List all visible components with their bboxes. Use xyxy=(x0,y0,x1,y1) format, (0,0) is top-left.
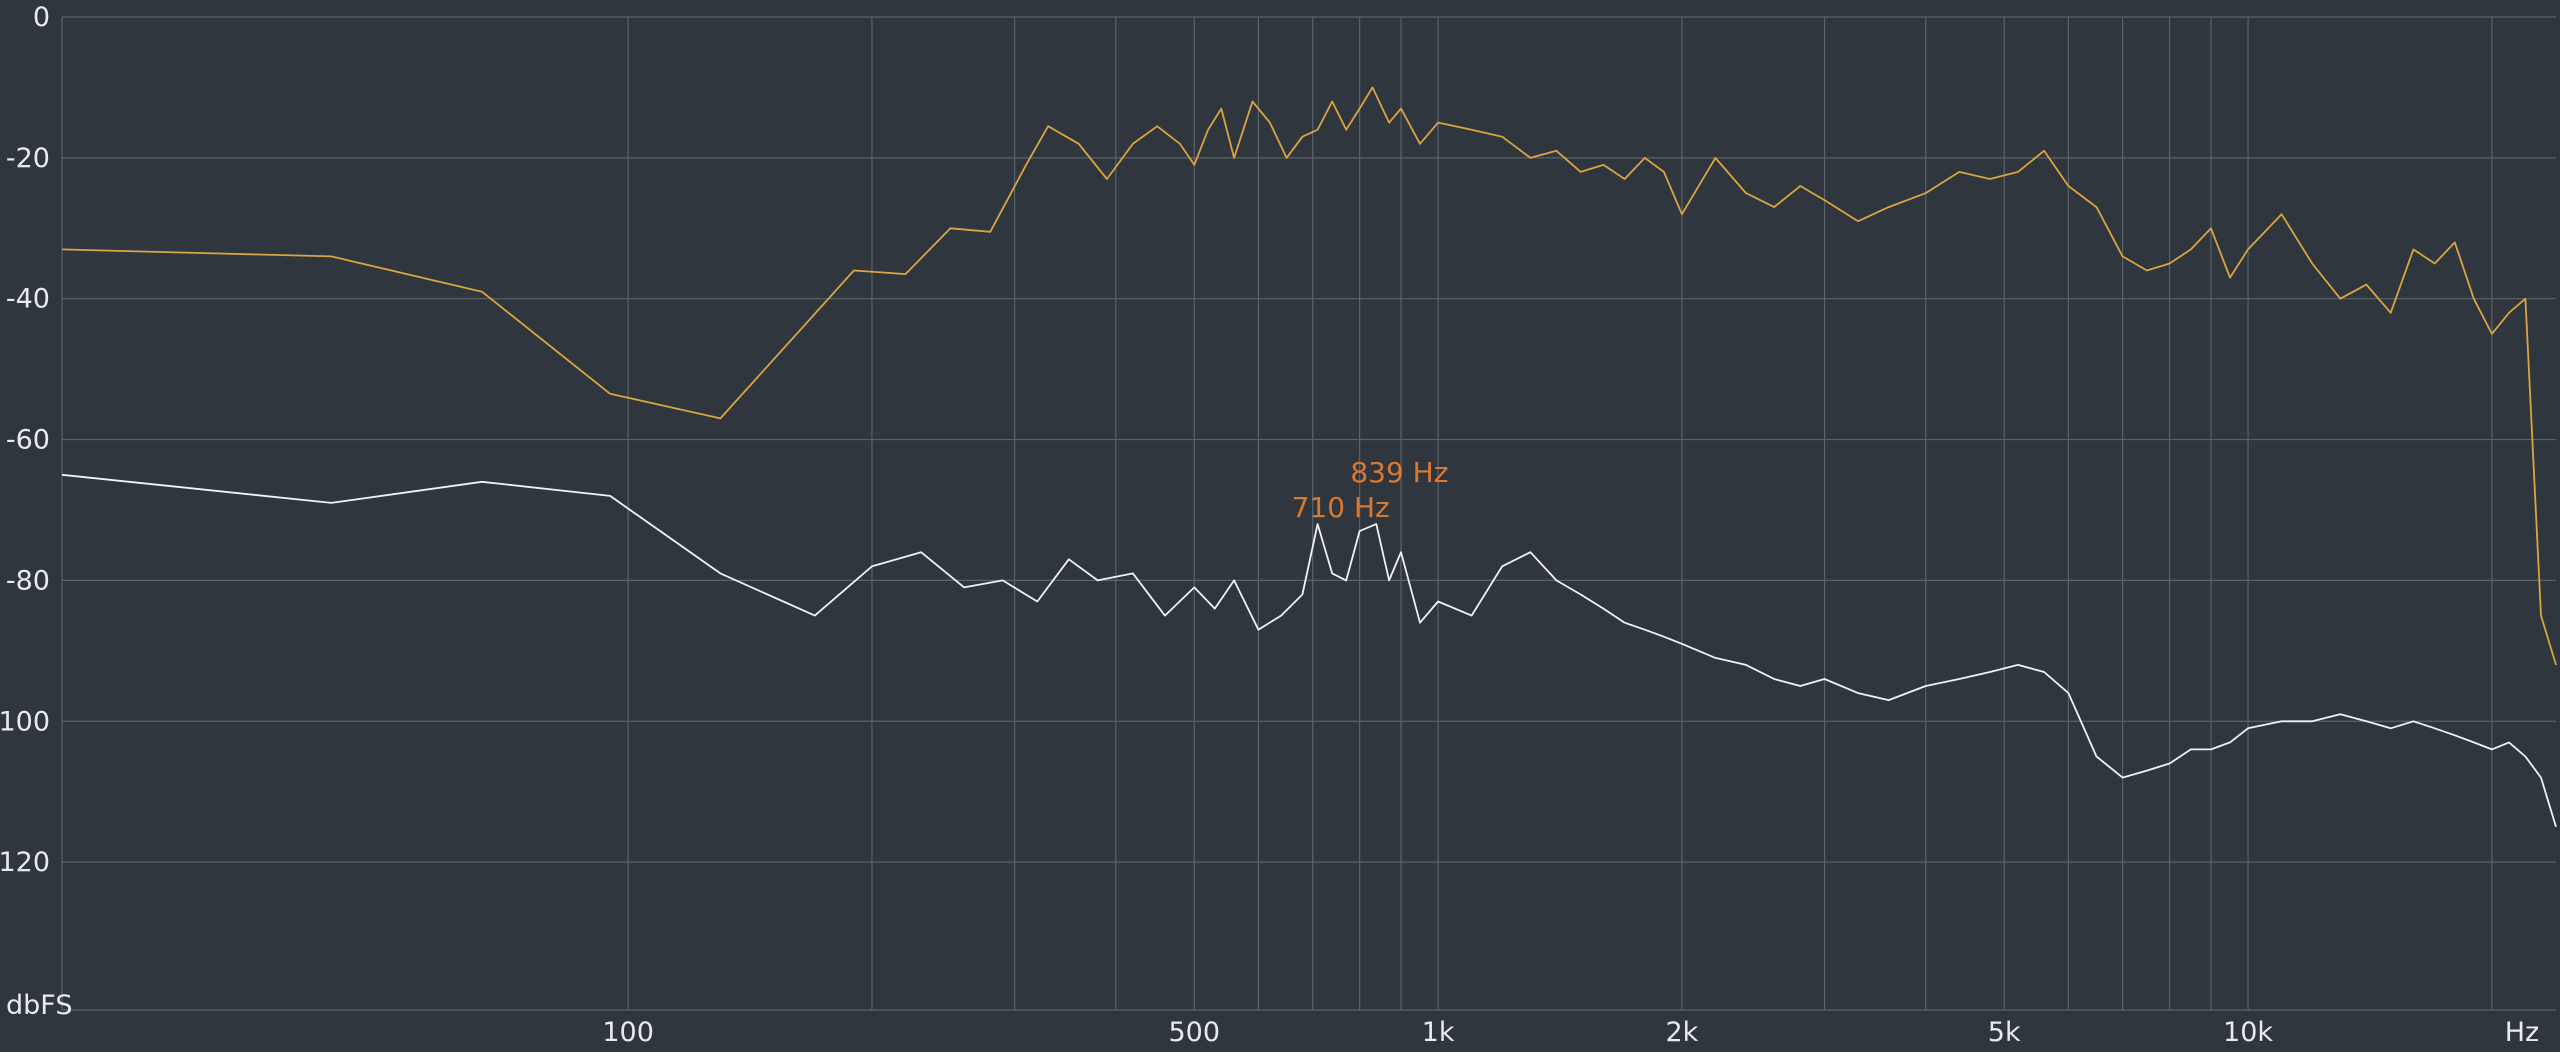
x-tick-label: 100 xyxy=(602,1017,654,1048)
y-tick-label: -40 xyxy=(6,284,50,315)
y-tick-label: -20 xyxy=(6,143,50,174)
y-tick-label: -120 xyxy=(0,847,50,878)
peak-annotation: 710 Hz xyxy=(1292,491,1390,524)
series-line-2 xyxy=(61,473,2557,828)
x-axis-unit-label: Hz xyxy=(2505,1017,2539,1048)
x-tick-label: 500 xyxy=(1168,1017,1220,1048)
y-axis-tick-labels: 0 -20 -40 -60 -80 -100 -120 xyxy=(0,2,50,878)
peak-annotation: 839 Hz xyxy=(1350,456,1448,489)
grid-lines xyxy=(61,16,2556,1011)
x-tick-label: 5k xyxy=(1988,1017,2021,1048)
x-axis-tick-labels: 100 500 1k 2k 5k 10k xyxy=(602,1017,2273,1048)
x-tick-label: 10k xyxy=(2223,1017,2273,1048)
y-tick-label: -60 xyxy=(6,425,50,456)
series-line-1 xyxy=(61,86,2557,666)
series-lines xyxy=(61,86,2557,828)
y-tick-label: 0 xyxy=(33,2,50,33)
y-tick-label: -100 xyxy=(0,706,50,737)
x-tick-label: 2k xyxy=(1665,1017,1698,1048)
x-tick-label: 1k xyxy=(1422,1017,1455,1048)
y-tick-label: -80 xyxy=(6,565,50,596)
y-axis-unit-label: dbFS xyxy=(6,990,72,1021)
